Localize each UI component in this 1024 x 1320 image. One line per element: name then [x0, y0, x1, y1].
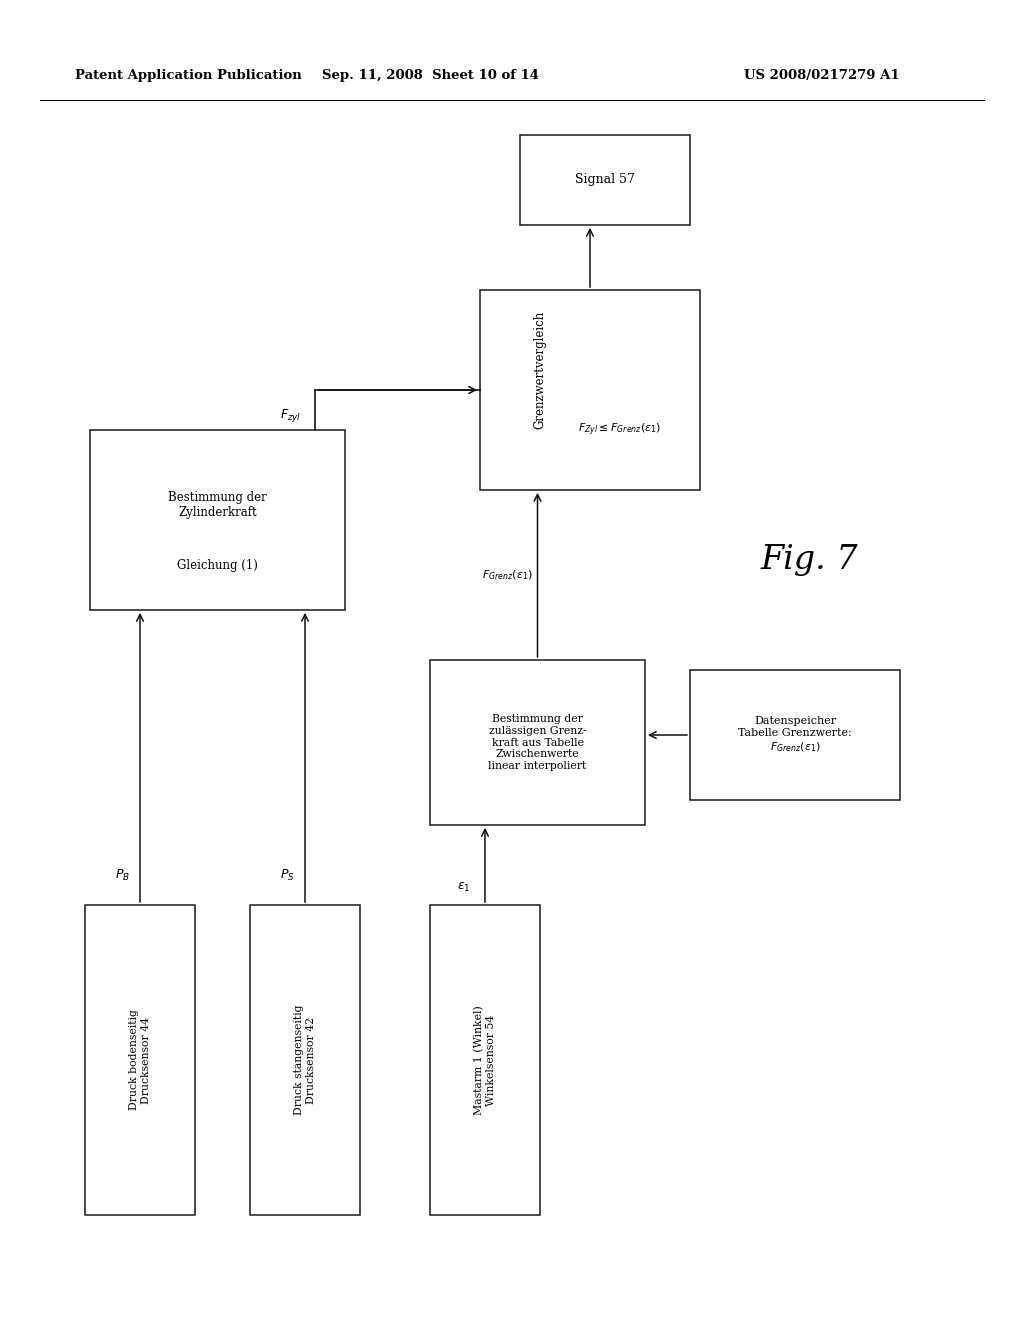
Bar [520, 135, 690, 224]
Text: US 2008/0217279 A1: US 2008/0217279 A1 [744, 69, 900, 82]
Bar [85, 906, 195, 1214]
Text: Signal 57: Signal 57 [575, 173, 635, 186]
Text: Gleichung (1): Gleichung (1) [177, 558, 258, 572]
Text: Bestimmung der
zulässigen Grenz-
kraft aus Tabelle
Zwischenwerte
linear interpol: Bestimmung der zulässigen Grenz- kraft a… [488, 714, 587, 771]
Bar [430, 660, 645, 825]
Text: Grenzwertvergleich: Grenzwertvergleich [534, 312, 547, 429]
Bar [430, 906, 540, 1214]
Text: Fig. 7: Fig. 7 [760, 544, 858, 576]
Text: Patent Application Publication: Patent Application Publication [75, 69, 302, 82]
Text: $\varepsilon_1$: $\varepsilon_1$ [457, 880, 470, 894]
Bar [480, 290, 700, 490]
Text: Druck bodenseitig
Drucksensor 44: Druck bodenseitig Drucksensor 44 [129, 1010, 151, 1110]
Text: Bestimmung der
Zylinderkraft: Bestimmung der Zylinderkraft [168, 491, 267, 519]
Text: $F_{zyl}$: $F_{zyl}$ [280, 407, 301, 424]
Text: Mastarm 1 (Winkel)
Winkelsensor 54: Mastarm 1 (Winkel) Winkelsensor 54 [474, 1005, 496, 1115]
Text: Datenspeicher
Tabelle Grenzwerte:
$F_{Grenz}(\varepsilon_1)$: Datenspeicher Tabelle Grenzwerte: $F_{Gr… [738, 717, 852, 754]
Text: $F_{Grenz}(\varepsilon_1)$: $F_{Grenz}(\varepsilon_1)$ [482, 568, 534, 582]
Text: $F_{Zyl} \leq F_{Grenz}(\varepsilon_1)$: $F_{Zyl} \leq F_{Grenz}(\varepsilon_1)$ [579, 422, 662, 438]
Bar [90, 430, 345, 610]
Bar [250, 906, 360, 1214]
Text: Druck stangenseitig
Drucksensor 42: Druck stangenseitig Drucksensor 42 [294, 1005, 315, 1115]
Bar [690, 671, 900, 800]
Text: $P_S$: $P_S$ [281, 867, 295, 883]
Text: Sep. 11, 2008  Sheet 10 of 14: Sep. 11, 2008 Sheet 10 of 14 [322, 69, 539, 82]
Text: $P_B$: $P_B$ [115, 867, 130, 883]
